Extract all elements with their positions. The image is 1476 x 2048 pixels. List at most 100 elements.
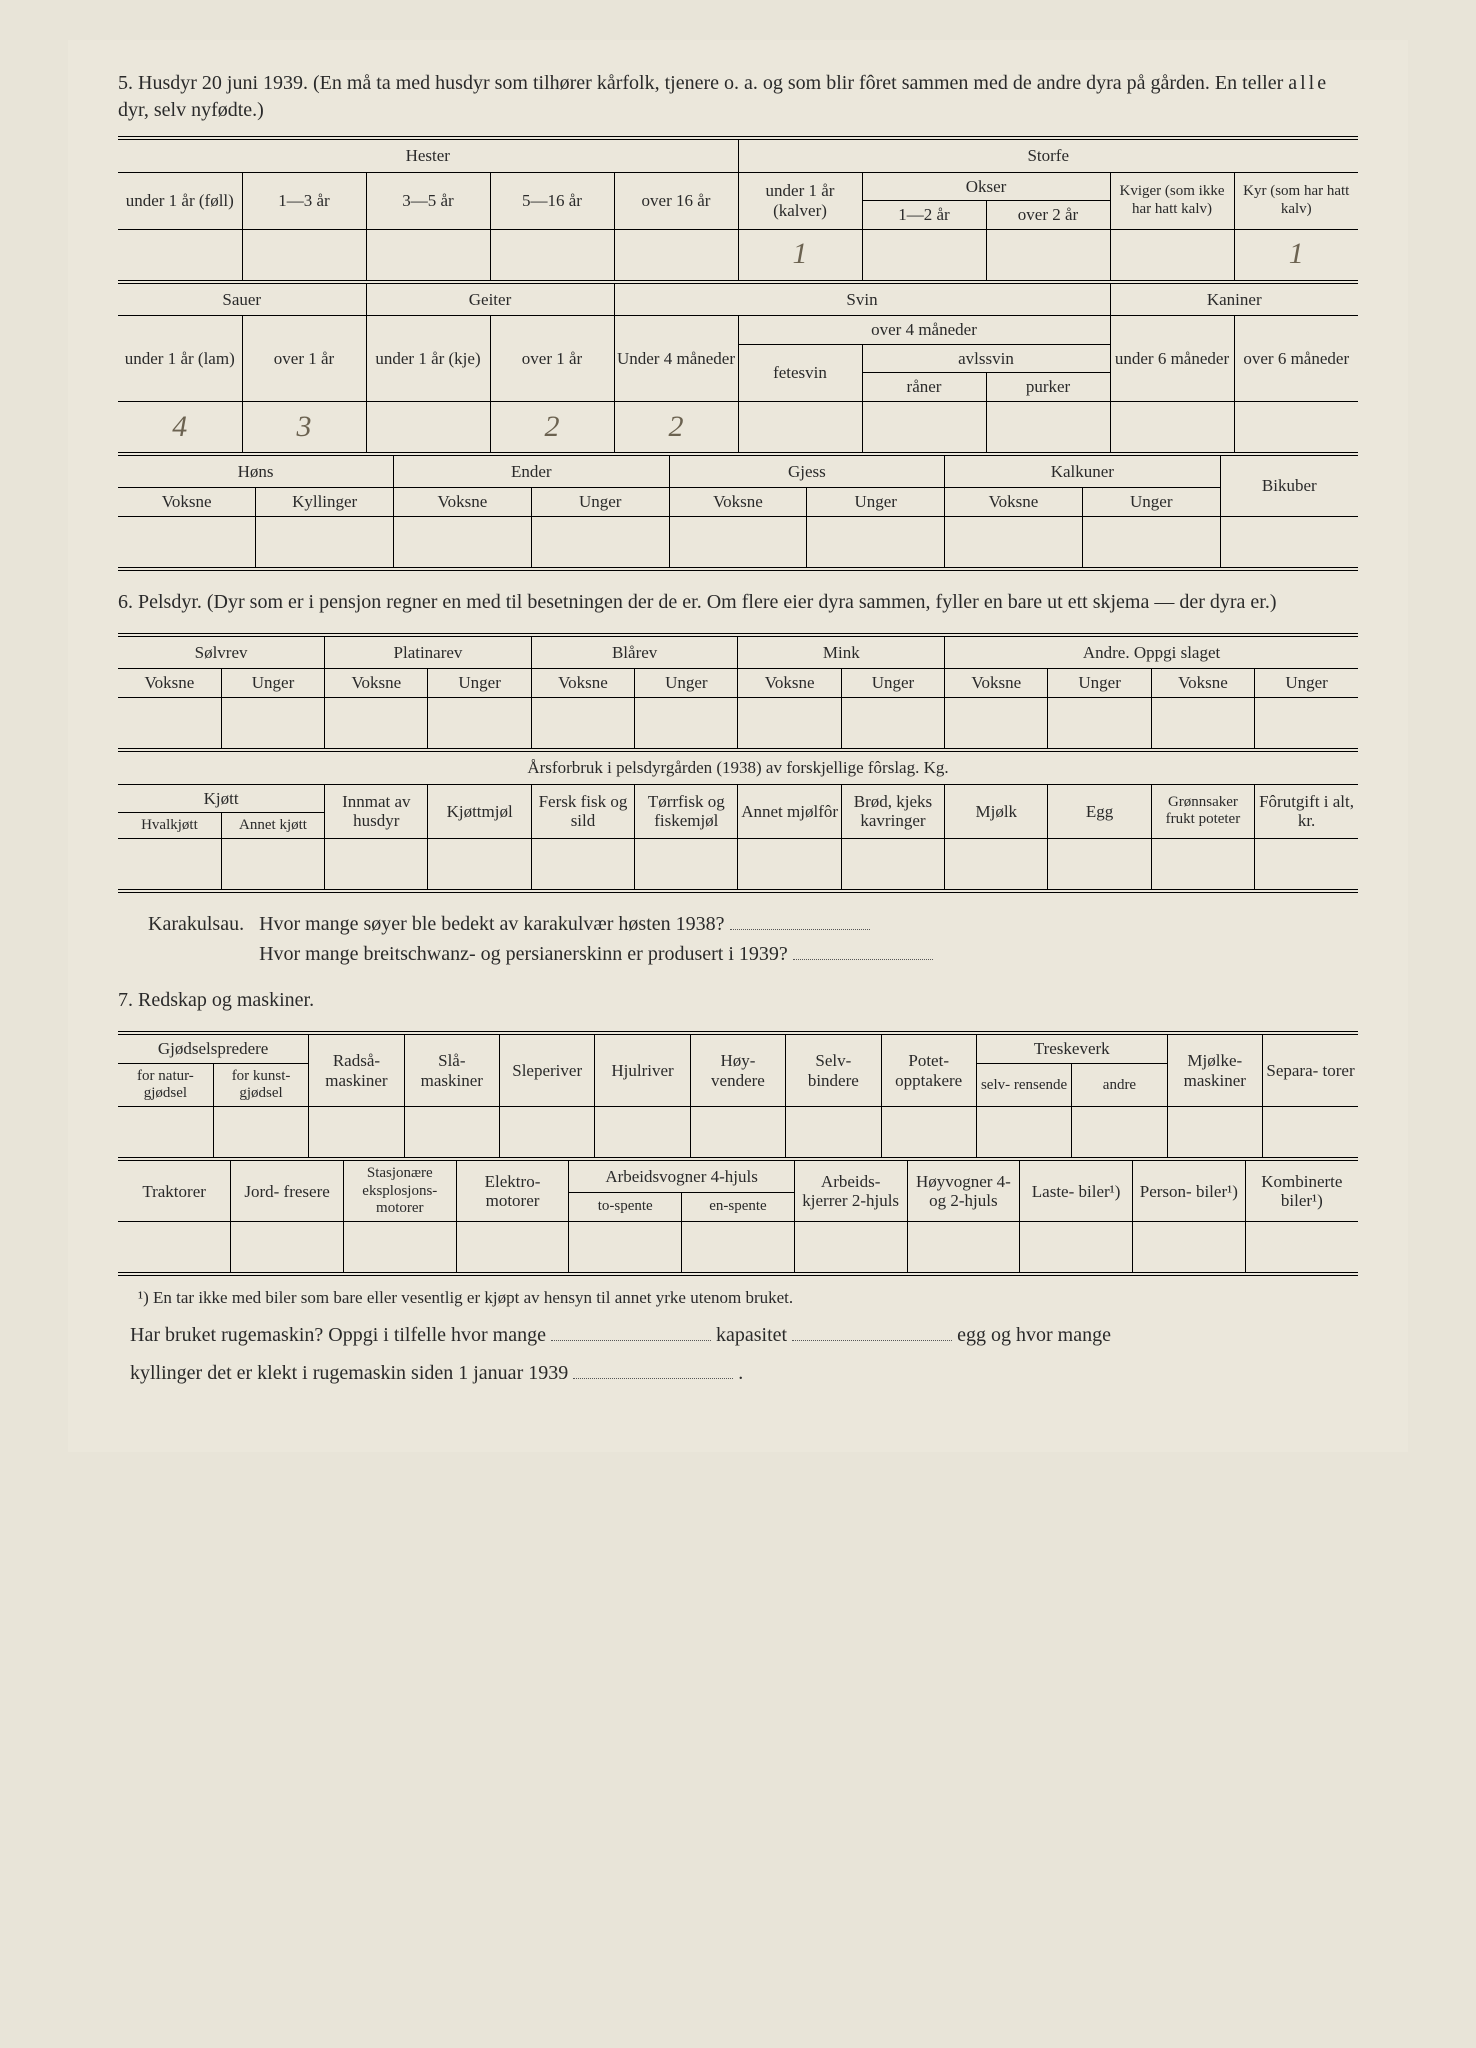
col-kan-over6: over 6 måneder xyxy=(1234,316,1358,402)
cell xyxy=(907,1222,1020,1275)
cell xyxy=(531,698,634,751)
cell-sauer-over1: 3 xyxy=(242,401,366,454)
ruge-blank-3[interactable] xyxy=(573,1358,733,1379)
col-annetkjott: Annet kjøtt xyxy=(221,813,324,839)
cell xyxy=(221,698,324,751)
col-arbeidsvogner: Arbeidsvogner 4-hjuls xyxy=(569,1161,794,1192)
cell xyxy=(366,401,490,454)
col-torrfisk: Tørrfisk og fiskemjøl xyxy=(635,784,738,839)
cell xyxy=(404,1107,499,1160)
table-arsforbruk: Årsforbruk i pelsdyrgården (1938) av for… xyxy=(118,752,1358,893)
cell xyxy=(118,839,221,892)
col: Unger xyxy=(1048,669,1151,698)
col: Unger xyxy=(841,669,944,698)
table-pelsdyr: Sølvrev Platinarev Blårev Mink Andre. Op… xyxy=(118,633,1358,752)
col-avlssvin: avlssvin xyxy=(862,344,1110,373)
cell xyxy=(786,1107,881,1160)
cell xyxy=(1220,516,1358,569)
col-okser: Okser xyxy=(862,172,1110,201)
caption-arsforbruk: Årsforbruk i pelsdyrgården (1938) av for… xyxy=(118,752,1358,784)
cell xyxy=(118,516,256,569)
col-kyr: Kyr (som har hatt kalv) xyxy=(1234,172,1358,229)
cell xyxy=(669,516,807,569)
col-gjess-voksne: Voksne xyxy=(669,488,807,517)
col-arbeidskj: Arbeids- kjerrer 2-hjuls xyxy=(794,1161,907,1221)
cell xyxy=(456,1222,569,1275)
cell xyxy=(862,401,986,454)
section-5-text-b: dyr, selv nyfødte.) xyxy=(118,99,264,121)
col-under1-foll: under 1 år (føll) xyxy=(118,172,242,229)
col-geiter: Geiter xyxy=(366,284,614,316)
col-storfe: Storfe xyxy=(738,138,1358,172)
col-under4m: Under 4 måneder xyxy=(614,316,738,402)
col-under1-lam: under 1 år (lam) xyxy=(118,316,242,402)
cell xyxy=(1151,698,1254,751)
karakul-q2: Hvor mange breitschwanz- og persianerski… xyxy=(259,943,788,965)
col-stasjon: Stasjonære eksplosjons- motorer xyxy=(343,1161,456,1221)
col-1-3: 1—3 år xyxy=(242,172,366,229)
cell xyxy=(1110,401,1234,454)
cell xyxy=(221,839,324,892)
col-jordfresere: Jord- fresere xyxy=(231,1161,344,1221)
col-kjottmjol: Kjøttmjøl xyxy=(428,784,531,839)
karakul-q2-blank[interactable] xyxy=(793,939,933,960)
col-andre: andre xyxy=(1072,1063,1167,1107)
cell xyxy=(1048,839,1151,892)
cell xyxy=(325,839,428,892)
cell xyxy=(118,229,242,282)
cell xyxy=(807,516,945,569)
col-sla: Slå- maskiner xyxy=(404,1033,499,1107)
col: Unger xyxy=(221,669,324,698)
section-5-number: 5. xyxy=(118,72,133,94)
col-selvbindere: Selv- bindere xyxy=(786,1033,881,1107)
cell xyxy=(428,698,531,751)
cell xyxy=(490,229,614,282)
cell xyxy=(1234,401,1358,454)
section-7-heading: 7. Redskap og maskiner. xyxy=(118,985,1358,1015)
cell xyxy=(1255,698,1358,751)
col: Voksne xyxy=(945,669,1048,698)
cell xyxy=(325,698,428,751)
col-kalkuner: Kalkuner xyxy=(945,456,1221,488)
section-6-heading: 6. Pelsdyr. (Dyr som er i pensjon regner… xyxy=(118,587,1358,617)
col-innmat: Innmat av husdyr xyxy=(325,784,428,839)
col-sleperiver: Sleperiver xyxy=(500,1033,595,1107)
col: Unger xyxy=(635,669,738,698)
cell xyxy=(1132,1222,1245,1275)
col-sauer-over1: over 1 år xyxy=(242,316,366,402)
col-fetesvin: fetesvin xyxy=(738,344,862,401)
karakul-q1-blank[interactable] xyxy=(730,909,870,930)
cell xyxy=(1255,839,1358,892)
col-hester: Hester xyxy=(118,138,738,172)
col-enspente: en-spente xyxy=(682,1193,795,1222)
karakul-lead: Karakulsau. xyxy=(148,913,244,935)
col-mjolke: Mjølke- maskiner xyxy=(1167,1033,1262,1107)
ruge-blank-2[interactable] xyxy=(792,1320,952,1341)
cell xyxy=(309,1107,404,1160)
footnote-biler: ¹) En tar ikke med biler som bare eller … xyxy=(138,1288,1358,1308)
col-annetmjol: Annet mjølfôr xyxy=(738,784,841,839)
col: Voksne xyxy=(531,669,634,698)
section-6-number: 6. xyxy=(118,591,133,613)
cell xyxy=(1082,516,1220,569)
section-5-heading: 5. Husdyr 20 juni 1939. (En må ta med hu… xyxy=(118,70,1358,124)
col-3-5: 3—5 år xyxy=(366,172,490,229)
col-okser-over2: over 2 år xyxy=(986,201,1110,230)
cell-lam: 4 xyxy=(118,401,242,454)
cell xyxy=(1151,839,1254,892)
col-ender-unger: Unger xyxy=(531,488,669,517)
col-elektro: Elektro- motorer xyxy=(456,1161,569,1221)
cell xyxy=(231,1222,344,1275)
col-kalk-unger: Unger xyxy=(1082,488,1220,517)
col-5-16: 5—16 år xyxy=(490,172,614,229)
cell xyxy=(986,401,1110,454)
karakul-block: Karakulsau. Hvor mange søyer ble bedekt … xyxy=(118,909,1358,969)
ruge-blank-1[interactable] xyxy=(551,1320,711,1341)
ruge-text-1c: egg og hvor mange xyxy=(957,1324,1111,1346)
col-laste: Laste- biler¹) xyxy=(1020,1161,1133,1221)
col: Voksne xyxy=(738,669,841,698)
cell xyxy=(1020,1222,1133,1275)
col-traktorer: Traktorer xyxy=(118,1161,231,1221)
section-7-text: Redskap og maskiner. xyxy=(138,989,314,1011)
col: Voksne xyxy=(1151,669,1254,698)
